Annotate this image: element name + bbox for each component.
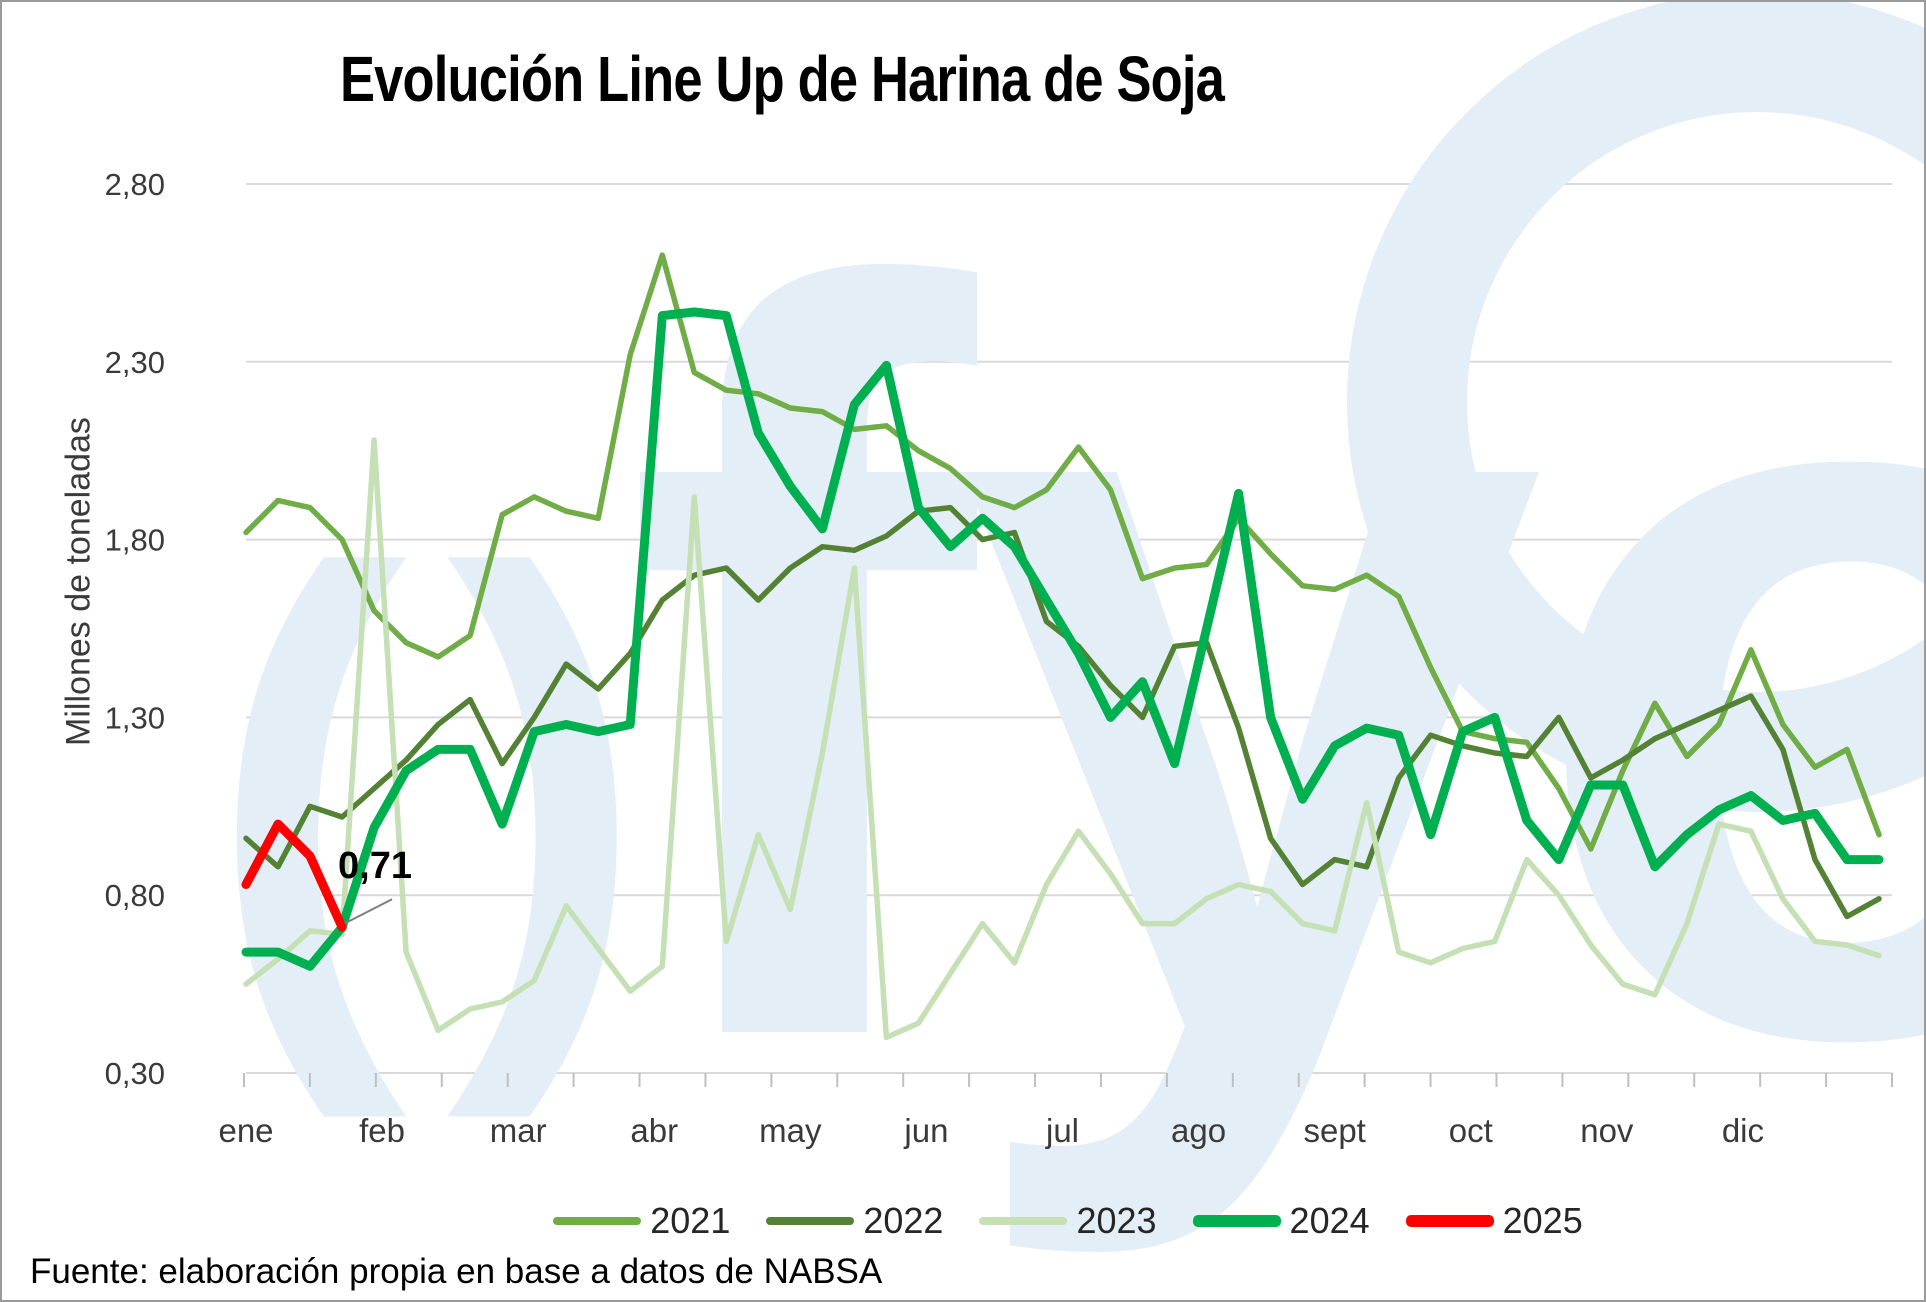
series-line-2024 <box>241 307 1884 971</box>
annotation-last-value: 0,71 <box>338 845 412 887</box>
month-label-feb: feb <box>359 1112 405 1149</box>
legend-swatch-2023 <box>979 1217 1068 1225</box>
month-label-may: may <box>759 1112 822 1149</box>
legend-item-2024: 2024 <box>1192 1200 1370 1242</box>
legend-label: 2024 <box>1289 1200 1370 1241</box>
chart-title: Evolución Line Up de Harina de Soja <box>340 43 1225 115</box>
legend-swatch-2021 <box>553 1217 642 1225</box>
month-label-dic: dic <box>1722 1112 1764 1149</box>
watermark-fyo-text: fyo <box>622 72 1926 1264</box>
legend-label: 2022 <box>863 1200 944 1241</box>
legend-label: 2021 <box>650 1200 731 1241</box>
month-label-jun: jun <box>903 1112 948 1149</box>
y-tick-label: 0,30 <box>105 1056 165 1091</box>
watermark-parentheses: () <box>207 450 687 1123</box>
watermark-o-ring <box>1347 2 1924 812</box>
legend-item-2022: 2022 <box>766 1200 943 1242</box>
series-line-2021 <box>243 252 1882 852</box>
y-tick-label: 2,30 <box>105 345 165 380</box>
legend-item-2025: 2025 <box>1405 1200 1583 1242</box>
series-line-2025 <box>241 819 347 932</box>
source-note: Fuente: elaboración propia en base a dat… <box>30 1252 883 1291</box>
month-label-nov: nov <box>1580 1112 1634 1149</box>
month-label-ago: ago <box>1171 1112 1226 1149</box>
legend-label: 2023 <box>1076 1200 1157 1241</box>
month-label-oct: oct <box>1449 1112 1493 1149</box>
legend-item-2021: 2021 <box>553 1200 730 1242</box>
annotation-leader-line <box>344 898 393 925</box>
legend: 2021 2022 2023 2024 2025 <box>244 1200 1892 1242</box>
legend-swatch-2022 <box>766 1217 855 1225</box>
y-tick-label: 0,80 <box>105 878 165 913</box>
legend-swatch-2025 <box>1405 1215 1494 1227</box>
series-line-2023 <box>243 437 1882 1041</box>
legend-label: 2025 <box>1502 1200 1583 1241</box>
month-label-ene: ene <box>218 1112 273 1149</box>
y-tick-label: 1,30 <box>105 700 165 735</box>
month-label-abr: abr <box>630 1112 678 1149</box>
month-label-mar: mar <box>490 1112 547 1149</box>
month-label-jul: jul <box>1045 1112 1079 1149</box>
y-tick-label: 2,80 <box>105 167 165 202</box>
legend-swatch-2024 <box>1192 1215 1281 1227</box>
y-tick-label: 1,80 <box>105 523 165 558</box>
month-label-sept: sept <box>1303 1112 1365 1149</box>
legend-item-2023: 2023 <box>979 1200 1157 1242</box>
